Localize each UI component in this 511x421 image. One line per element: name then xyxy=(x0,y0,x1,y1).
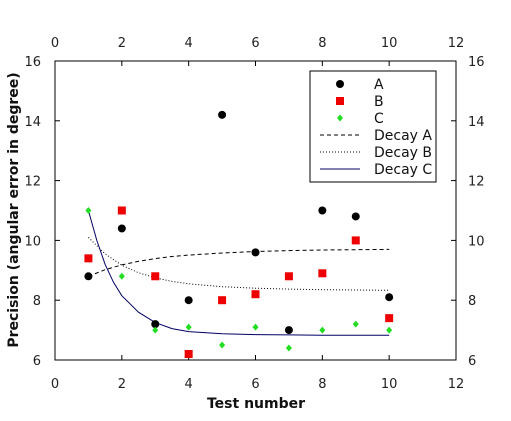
data-point-b xyxy=(218,296,227,305)
data-point-b xyxy=(84,254,93,263)
data-point-b xyxy=(151,272,160,281)
data-point-a xyxy=(251,248,260,257)
y-tick-label-right: 16 xyxy=(468,55,485,70)
data-point-a xyxy=(284,326,293,335)
y-tick-label-right: 12 xyxy=(468,175,485,190)
legend-label-decay-a: Decay A xyxy=(374,128,432,144)
x-tick-label-bottom: 0 xyxy=(51,377,59,392)
data-point-c xyxy=(285,344,292,352)
data-point-b xyxy=(351,236,360,245)
legend-label-b: B xyxy=(374,94,384,110)
series-points xyxy=(84,110,394,359)
series-line-decay-b xyxy=(88,237,390,291)
data-point-a xyxy=(151,320,160,329)
x-tick-label-bottom: 6 xyxy=(251,377,259,392)
data-point-c xyxy=(219,341,226,349)
data-point-b xyxy=(318,269,327,278)
data-point-a xyxy=(117,224,126,233)
data-point-c xyxy=(319,326,326,334)
x-tick-label-top: 2 xyxy=(118,36,126,51)
data-point-a xyxy=(84,272,93,281)
legend-label-a: A xyxy=(374,77,384,93)
legend-swatch-a xyxy=(336,80,344,88)
y-tick-label-right: 14 xyxy=(468,115,485,130)
x-axis-title: Test number xyxy=(207,396,305,412)
legend-label-decay-c: Decay C xyxy=(374,162,432,178)
data-point-c xyxy=(118,272,125,280)
x-tick-label-bottom: 4 xyxy=(185,377,193,392)
series-line-decay-a xyxy=(88,248,390,277)
data-point-b xyxy=(385,314,394,323)
x-tick-label-bottom: 12 xyxy=(448,377,465,392)
data-point-b xyxy=(284,272,293,281)
legend-label-c: C xyxy=(374,111,384,127)
y-tick-label-left: 10 xyxy=(24,234,41,249)
data-point-a xyxy=(318,206,327,215)
x-tick-label-bottom: 8 xyxy=(318,377,326,392)
x-tick-label-bottom: 10 xyxy=(381,377,398,392)
data-point-c xyxy=(252,323,259,331)
x-tick-label-top: 12 xyxy=(448,36,465,51)
data-point-c xyxy=(185,323,192,331)
legend-label-decay-b: Decay B xyxy=(374,145,432,161)
data-point-b xyxy=(117,206,126,215)
data-point-c xyxy=(386,326,393,334)
x-tick-label-top: 4 xyxy=(185,36,193,51)
x-tick-label-bottom: 2 xyxy=(118,377,126,392)
y-tick-label-right: 8 xyxy=(468,294,476,309)
data-point-b xyxy=(251,290,260,299)
x-tick-label-top: 6 xyxy=(251,36,259,51)
legend-swatch-b xyxy=(336,97,344,105)
x-tick-label-top: 10 xyxy=(381,36,398,51)
data-point-b xyxy=(184,350,193,359)
data-point-c xyxy=(152,326,159,334)
legend-swatch-c xyxy=(337,114,343,122)
data-point-a xyxy=(184,296,193,305)
y-tick-label-right: 6 xyxy=(468,354,476,369)
data-point-a xyxy=(351,212,360,221)
x-tick-label-top: 0 xyxy=(51,36,59,51)
y-tick-label-left: 8 xyxy=(33,294,41,309)
data-point-c xyxy=(85,207,92,214)
x-tick-label-top: 8 xyxy=(318,36,326,51)
y-axis-title: Precision (angular error in degree) xyxy=(6,72,22,347)
y-tick-label-right: 10 xyxy=(468,234,485,249)
y-tick-label-left: 6 xyxy=(33,354,41,369)
y-tick-label-left: 12 xyxy=(24,175,41,190)
series-line-decay-c xyxy=(87,210,390,336)
data-point-c xyxy=(352,320,359,328)
y-tick-label-left: 16 xyxy=(24,55,41,70)
series-lines xyxy=(87,210,390,336)
data-point-a xyxy=(385,293,394,302)
data-point-a xyxy=(218,110,227,119)
y-tick-label-left: 14 xyxy=(24,115,41,130)
legend-box xyxy=(309,70,437,183)
